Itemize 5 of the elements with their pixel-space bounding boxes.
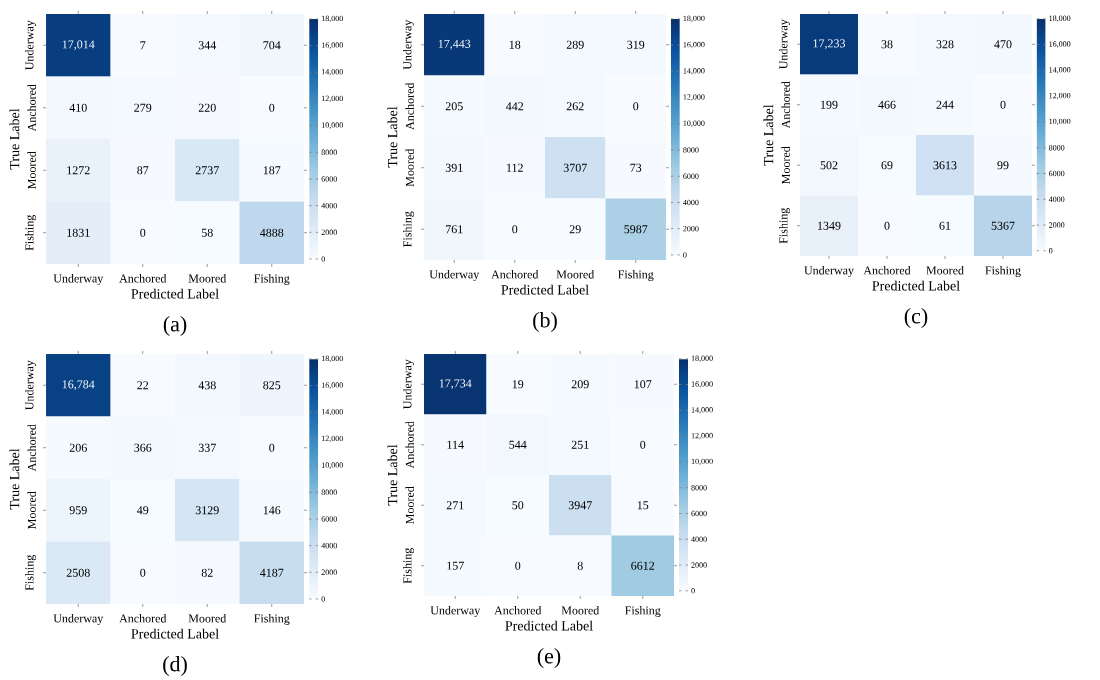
text: (d) (163, 656, 187, 676)
text: (a) (163, 316, 187, 336)
text: (e) (537, 648, 561, 668)
text: (c) (904, 308, 928, 328)
text: (b) (533, 312, 557, 332)
